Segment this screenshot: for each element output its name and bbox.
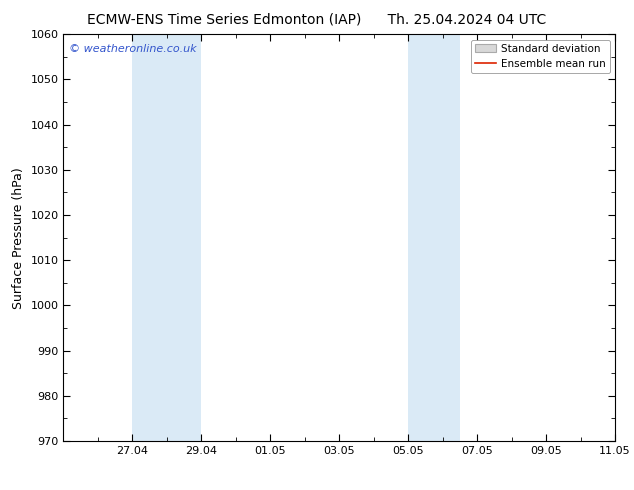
Text: ECMW-ENS Time Series Edmonton (IAP)      Th. 25.04.2024 04 UTC: ECMW-ENS Time Series Edmonton (IAP) Th. …	[87, 12, 547, 26]
Bar	[133, 34, 202, 441]
Bar	[408, 34, 460, 441]
Legend: Standard deviation, Ensemble mean run: Standard deviation, Ensemble mean run	[470, 40, 610, 73]
Y-axis label: Surface Pressure (hPa): Surface Pressure (hPa)	[12, 167, 25, 309]
Text: © weatheronline.co.uk: © weatheronline.co.uk	[69, 45, 197, 54]
